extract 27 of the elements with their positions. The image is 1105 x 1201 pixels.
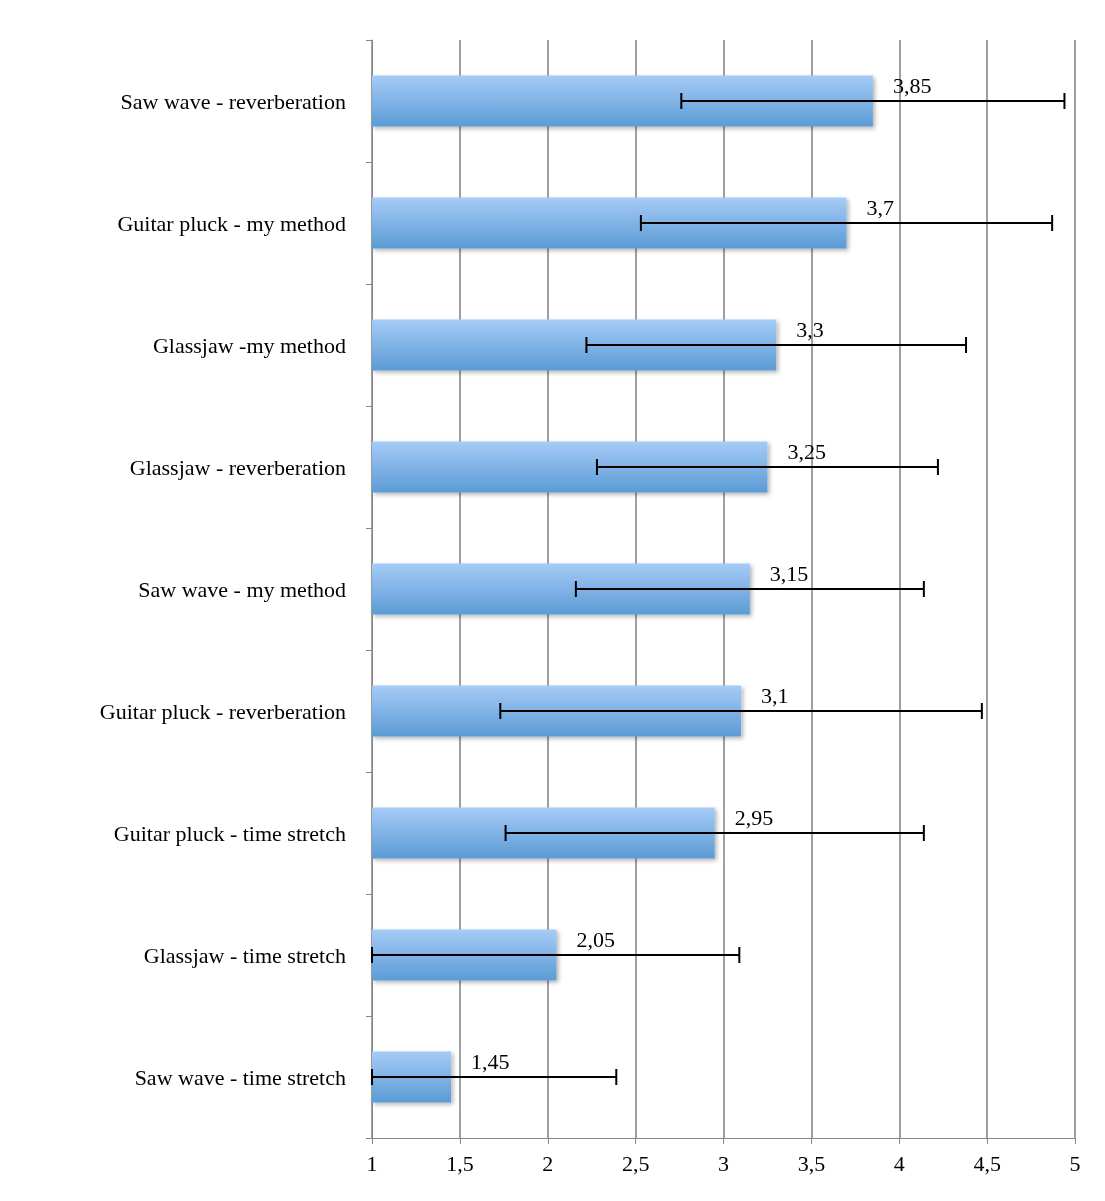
x-tick-label: 1: [366, 1150, 378, 1176]
x-tick-label: 3,5: [797, 1150, 826, 1176]
x-tick-label: 4: [893, 1150, 905, 1176]
x-tick-label: 2: [542, 1150, 554, 1176]
x-tick-label: 5: [1069, 1150, 1081, 1176]
data-label: 3,15: [769, 560, 809, 586]
x-tick-label: 2,5: [621, 1150, 650, 1176]
y-tick-label: Guitar pluck - reverberation: [99, 698, 346, 724]
y-tick-label: Glassjaw - reverberation: [129, 454, 346, 480]
y-tick-label: Guitar pluck - my method: [117, 210, 346, 236]
y-tick-label: Glassjaw - time stretch: [143, 942, 346, 968]
data-label: 3,7: [866, 194, 895, 220]
data-label: 3,3: [796, 316, 824, 342]
data-label: 3,25: [787, 438, 826, 464]
y-tick-label: Saw wave - reverberation: [120, 88, 346, 114]
data-label: 3,85: [892, 72, 932, 98]
x-tick-label: 4,5: [973, 1150, 1001, 1176]
x-tick-label: 3: [718, 1150, 729, 1176]
data-label: 1,45: [471, 1048, 510, 1074]
y-tick-label: Glassjaw -my method: [152, 332, 346, 358]
y-tick-label: Guitar pluck - time stretch: [113, 820, 346, 846]
x-tick-label: 1,5: [446, 1150, 474, 1176]
data-label: 2,95: [734, 804, 774, 830]
data-label: 3,1: [761, 682, 789, 708]
y-tick-label: Saw wave - my method: [138, 576, 346, 602]
data-label: 2,05: [576, 926, 616, 952]
y-tick-label: Saw wave - time stretch: [134, 1064, 346, 1090]
